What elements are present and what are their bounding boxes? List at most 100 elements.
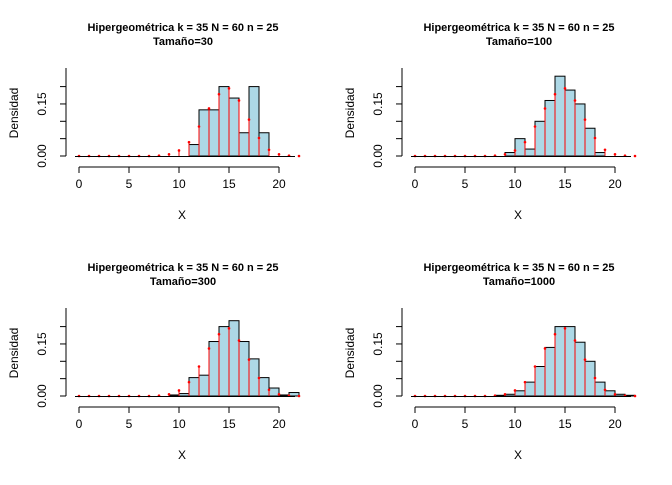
pmf-point xyxy=(247,118,251,121)
pmf-point xyxy=(603,388,607,392)
histogram-bar xyxy=(198,109,210,157)
pmf-point xyxy=(237,99,241,102)
histogram-bar xyxy=(208,341,220,397)
pmf-point xyxy=(297,394,301,398)
y-tick-label: 0.15 xyxy=(371,92,385,116)
chart-panel-2: Hipergeométrica k = 35 N = 60 n = 25 Tama… xyxy=(343,22,637,222)
pmf-point xyxy=(267,388,271,392)
histogram-bar xyxy=(188,377,200,397)
x-tick-label: 0 xyxy=(76,177,83,191)
histogram-bar xyxy=(288,392,300,397)
x-tick-label: 20 xyxy=(272,177,286,191)
y-tick-label: 0.00 xyxy=(35,144,49,168)
x-axis-label: X xyxy=(178,448,186,462)
histogram-bar xyxy=(584,127,596,157)
pmf-point xyxy=(583,358,587,361)
chart-title: Hipergeométrica k = 35 N = 60 n = 25 xyxy=(423,22,614,34)
x-tick-label: 5 xyxy=(126,177,133,191)
pmf-point xyxy=(573,99,577,102)
pmf-point xyxy=(553,332,557,336)
histogram-bar xyxy=(574,103,586,157)
pmf-point xyxy=(197,365,201,368)
histogram-bar xyxy=(504,393,516,397)
pmf-point xyxy=(513,389,517,392)
pmf-point xyxy=(523,140,527,144)
chart-subtitle: Tamaño=100 xyxy=(486,36,552,48)
histogram-bar xyxy=(268,387,280,397)
histogram-bar xyxy=(524,148,536,157)
pmf-point xyxy=(217,92,221,96)
y-tick-label: 0.15 xyxy=(35,92,49,116)
pmf-point xyxy=(573,339,577,342)
x-tick-label: 5 xyxy=(462,177,469,191)
histogram-bar xyxy=(574,341,586,397)
x-tick-label: 0 xyxy=(412,417,419,431)
chart-subtitle: Tamaño=300 xyxy=(150,276,216,288)
histogram-bar xyxy=(248,358,260,397)
pmf-point xyxy=(277,392,281,396)
x-tick-label: 10 xyxy=(172,417,186,431)
pmf-point xyxy=(543,107,547,110)
y-tick-label: 0.00 xyxy=(371,144,385,168)
histogram-bar xyxy=(258,132,270,157)
histogram-bar xyxy=(534,366,546,397)
pmf-point xyxy=(513,149,517,152)
pmf-point xyxy=(613,392,617,396)
chart-panel-1: Hipergeométrica k = 35 N = 60 n = 25 Tama… xyxy=(7,22,301,222)
histogram-bar xyxy=(514,390,526,397)
pmf-point xyxy=(167,152,171,156)
histogram-bar xyxy=(614,393,626,397)
histogram-bar xyxy=(198,374,210,397)
pmf-point xyxy=(167,392,171,396)
pmf-point xyxy=(177,149,181,152)
pmf-point xyxy=(533,125,537,128)
histogram-bar xyxy=(228,97,240,157)
x-tick-label: 20 xyxy=(272,417,286,431)
pmf-point xyxy=(257,376,261,380)
histogram-bar xyxy=(258,377,270,397)
chart-title: Hipergeométrica k = 35 N = 60 n = 25 xyxy=(87,22,278,34)
pmf-point xyxy=(237,339,241,342)
x-tick-label: 10 xyxy=(508,417,522,431)
histogram-bar xyxy=(554,326,566,397)
histogram-bar xyxy=(544,99,556,157)
histogram-bar xyxy=(218,326,230,397)
chart-subtitle: Tamaño=1000 xyxy=(483,276,555,288)
histogram-bar xyxy=(584,360,596,397)
chart-title: Hipergeométrica k = 35 N = 60 n = 25 xyxy=(87,262,278,274)
pmf-point xyxy=(533,365,537,368)
histogram-bar xyxy=(494,394,506,397)
histogram-bar xyxy=(238,132,250,157)
x-axis-label: X xyxy=(178,208,186,222)
pmf-point xyxy=(257,136,261,140)
histogram-bar xyxy=(228,320,240,397)
pmf-point xyxy=(563,327,567,330)
pmf-point xyxy=(553,92,557,96)
histogram-bar xyxy=(594,381,606,397)
pmf-point xyxy=(543,347,547,350)
pmf-point xyxy=(297,154,301,158)
pmf-point xyxy=(267,148,271,152)
histogram-bar xyxy=(564,89,576,157)
pmf-point xyxy=(277,152,281,156)
y-axis-label: Densidad xyxy=(343,328,357,379)
histogram-bar xyxy=(238,341,250,397)
chart-panel-3: Hipergeométrica k = 35 N = 60 n = 25 Tama… xyxy=(7,262,301,462)
y-axis-label: Densidad xyxy=(7,328,21,379)
histogram-bar xyxy=(524,381,536,397)
histogram-bar xyxy=(178,393,190,397)
y-tick-label: 0.00 xyxy=(371,384,385,408)
pmf-point xyxy=(633,154,637,158)
chart-panel-4: Hipergeométrica k = 35 N = 60 n = 25 Tama… xyxy=(343,262,637,462)
chart-title: Hipergeométrica k = 35 N = 60 n = 25 xyxy=(423,262,614,274)
pmf-point xyxy=(563,87,567,90)
pmf-point xyxy=(583,118,587,121)
pmf-point xyxy=(593,376,597,380)
histogram-bar xyxy=(188,144,200,157)
pmf-point xyxy=(207,347,211,350)
x-tick-label: 15 xyxy=(222,177,236,191)
x-tick-label: 0 xyxy=(412,177,419,191)
histogram-bar xyxy=(514,138,526,157)
x-axis-label: X xyxy=(514,208,522,222)
